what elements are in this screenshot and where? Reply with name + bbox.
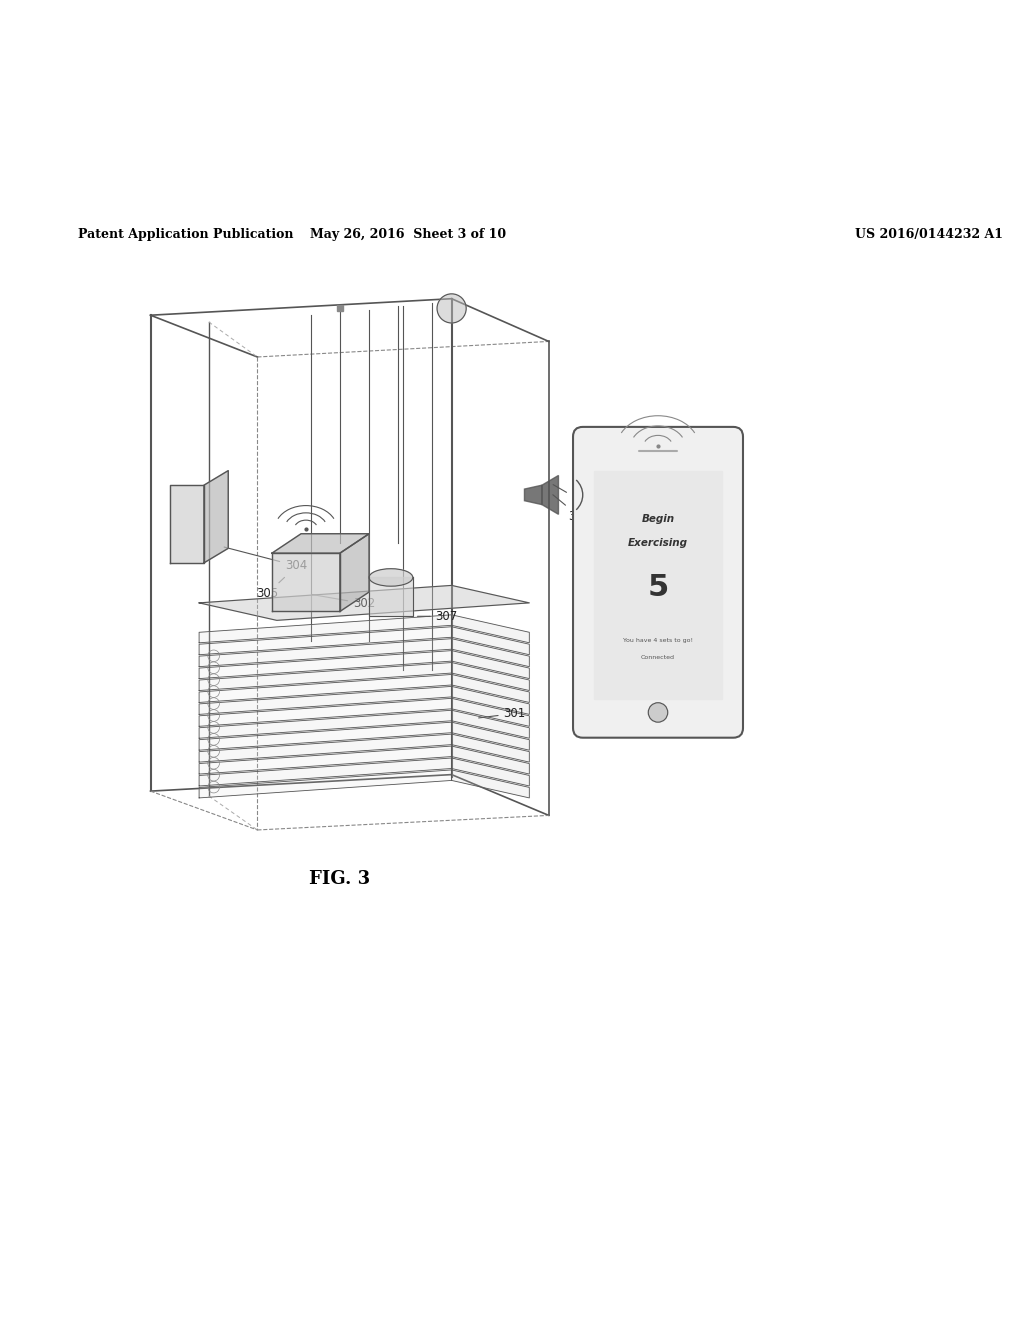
Polygon shape [452, 770, 529, 797]
Text: 303: 303 [553, 495, 590, 523]
Text: US 2016/0144232 A1: US 2016/0144232 A1 [855, 228, 1002, 242]
Polygon shape [340, 533, 369, 611]
Polygon shape [369, 577, 413, 616]
Text: 309: 309 [654, 698, 677, 711]
Polygon shape [452, 686, 529, 714]
Polygon shape [199, 615, 452, 643]
Polygon shape [594, 471, 722, 698]
FancyBboxPatch shape [573, 426, 743, 738]
Polygon shape [199, 675, 452, 702]
Polygon shape [199, 686, 452, 714]
Text: Exercising: Exercising [628, 539, 688, 548]
Polygon shape [272, 533, 369, 553]
Polygon shape [199, 746, 452, 774]
Polygon shape [524, 486, 542, 504]
Polygon shape [452, 722, 529, 750]
Text: Connected: Connected [641, 655, 675, 660]
Polygon shape [452, 615, 529, 643]
Ellipse shape [369, 569, 413, 586]
Text: You have 4 sets to go!: You have 4 sets to go! [623, 638, 693, 643]
Polygon shape [452, 651, 529, 678]
Polygon shape [452, 746, 529, 774]
Polygon shape [199, 698, 452, 726]
Text: 302: 302 [311, 594, 376, 610]
Polygon shape [452, 627, 529, 655]
Polygon shape [199, 639, 452, 667]
Text: FIG. 3: FIG. 3 [309, 870, 371, 887]
Polygon shape [199, 627, 452, 655]
Polygon shape [199, 758, 452, 785]
Text: 300: 300 [553, 484, 594, 508]
Polygon shape [452, 710, 529, 738]
Polygon shape [452, 663, 529, 690]
Polygon shape [199, 734, 452, 762]
Text: 5: 5 [647, 573, 669, 602]
Text: 307: 307 [418, 610, 458, 623]
Polygon shape [452, 639, 529, 667]
Polygon shape [452, 675, 529, 702]
Polygon shape [199, 663, 452, 690]
Text: 304: 304 [224, 546, 307, 573]
Polygon shape [199, 585, 529, 620]
Text: May 26, 2016  Sheet 3 of 10: May 26, 2016 Sheet 3 of 10 [310, 228, 506, 242]
Text: 305: 305 [256, 577, 285, 601]
Polygon shape [272, 553, 340, 611]
Polygon shape [542, 475, 558, 515]
Circle shape [437, 294, 466, 323]
Polygon shape [199, 770, 452, 797]
Polygon shape [199, 710, 452, 738]
Text: Patent Application Publication: Patent Application Publication [78, 228, 293, 242]
Polygon shape [204, 471, 228, 562]
Text: 306: 306 [664, 457, 711, 474]
Circle shape [648, 702, 668, 722]
Polygon shape [199, 722, 452, 750]
Polygon shape [199, 651, 452, 678]
Polygon shape [452, 758, 529, 785]
Polygon shape [170, 486, 204, 562]
Polygon shape [452, 734, 529, 762]
Text: 301: 301 [478, 708, 526, 719]
Text: Begin: Begin [641, 515, 675, 524]
Polygon shape [452, 698, 529, 726]
